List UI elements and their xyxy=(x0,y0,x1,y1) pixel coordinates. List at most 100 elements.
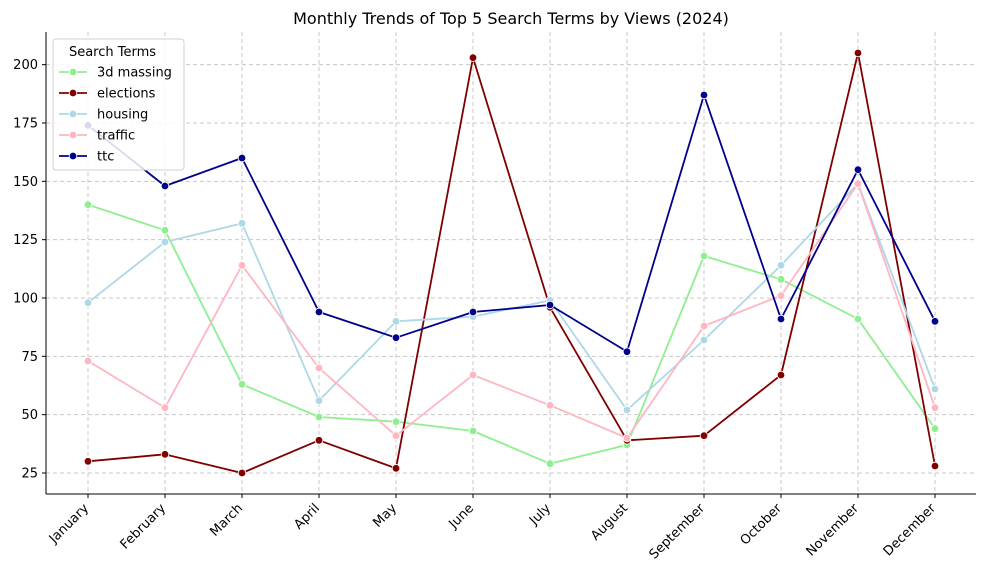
data-point xyxy=(160,237,170,247)
series-traffic xyxy=(83,179,940,443)
series-line xyxy=(87,52,936,474)
data-point xyxy=(930,317,940,326)
y-tick-label: 200 xyxy=(13,58,38,73)
x-tick-label: November xyxy=(804,501,863,560)
data-point xyxy=(391,417,401,426)
data-point xyxy=(314,412,324,422)
series-line xyxy=(87,203,936,465)
y-tick-label: 150 xyxy=(13,175,38,190)
data-point xyxy=(314,436,324,445)
x-tick-label: August xyxy=(588,501,631,544)
data-point xyxy=(468,426,478,436)
x-tick-label: June xyxy=(446,501,477,532)
x-tick-label: April xyxy=(291,501,323,533)
x-tick-label: September xyxy=(647,501,709,563)
data-point xyxy=(160,226,170,235)
series-line xyxy=(87,182,936,439)
legend-swatch-marker xyxy=(68,109,78,119)
data-point xyxy=(930,461,940,471)
data-point xyxy=(930,403,940,412)
data-point xyxy=(468,370,478,380)
series-elections xyxy=(83,48,940,478)
y-tick-label: 125 xyxy=(13,233,38,248)
series-lines xyxy=(83,48,940,478)
x-tick-label: March xyxy=(207,501,246,540)
data-point xyxy=(237,219,247,228)
legend-label: housing xyxy=(97,108,148,123)
data-point xyxy=(160,181,170,191)
data-point xyxy=(237,380,247,389)
data-point xyxy=(545,401,555,410)
data-point xyxy=(314,396,324,405)
data-point xyxy=(160,450,170,459)
data-point xyxy=(160,403,170,412)
data-point xyxy=(699,321,709,331)
data-point xyxy=(930,424,940,433)
legend-item: traffic xyxy=(59,129,135,144)
data-point xyxy=(314,307,324,317)
data-point xyxy=(237,153,247,163)
data-point xyxy=(391,464,401,473)
legend-item: ttc xyxy=(59,150,114,165)
legend-label: elections xyxy=(97,87,156,102)
legend-swatch-marker xyxy=(68,151,78,161)
data-point xyxy=(314,363,324,373)
data-point xyxy=(83,200,93,209)
series-line xyxy=(87,94,936,353)
chart-title: Monthly Trends of Top 5 Search Terms by … xyxy=(293,9,729,28)
legend-swatch-marker xyxy=(68,130,78,140)
legend-label: traffic xyxy=(97,129,135,144)
data-point xyxy=(468,53,478,62)
legend-item: 3d massing xyxy=(59,66,172,81)
data-point xyxy=(699,335,709,345)
y-tick-label: 75 xyxy=(21,350,38,365)
data-point xyxy=(776,370,786,380)
data-point xyxy=(699,90,709,100)
x-tick-label: December xyxy=(881,501,940,560)
y-tick-label: 100 xyxy=(13,292,38,307)
data-point xyxy=(468,307,478,317)
data-point xyxy=(391,333,401,342)
y-tick-label: 50 xyxy=(21,408,38,423)
x-tick-label: October xyxy=(738,501,786,549)
legend-swatch-marker xyxy=(68,67,78,77)
x-tick-label: July xyxy=(526,501,554,529)
data-point xyxy=(622,433,632,443)
data-point xyxy=(622,347,632,356)
data-point xyxy=(930,384,940,394)
data-point xyxy=(853,165,863,174)
data-point xyxy=(83,298,93,307)
legend-label: ttc xyxy=(97,150,114,165)
data-point xyxy=(237,468,247,478)
data-point xyxy=(853,48,863,58)
legend-title: Search Terms xyxy=(69,45,156,60)
data-point xyxy=(622,405,632,415)
x-tick-label: January xyxy=(46,501,92,547)
y-tick-label: 175 xyxy=(13,117,38,132)
series-ttc xyxy=(83,90,940,356)
data-point xyxy=(699,431,709,440)
data-point xyxy=(853,314,863,324)
legend: Search Terms 3d massing elections housing tr… xyxy=(52,38,185,171)
data-point xyxy=(776,275,786,284)
legend-item: elections xyxy=(59,87,156,102)
series-3d-massing xyxy=(83,200,940,468)
series-line xyxy=(87,182,936,411)
legend-swatch-marker xyxy=(68,88,78,98)
data-point xyxy=(391,431,401,440)
data-point xyxy=(776,261,786,270)
data-point xyxy=(776,314,786,324)
data-point xyxy=(83,457,93,466)
data-point xyxy=(237,261,247,270)
y-tick-label: 25 xyxy=(21,467,38,482)
x-tick-label: May xyxy=(370,501,400,531)
data-point xyxy=(699,251,709,261)
data-point xyxy=(545,459,555,468)
grid xyxy=(46,32,976,494)
series-housing xyxy=(83,179,940,415)
legend-label: 3d massing xyxy=(97,66,172,81)
data-point xyxy=(83,356,93,366)
data-point xyxy=(776,291,786,300)
legend-item: housing xyxy=(59,108,148,123)
